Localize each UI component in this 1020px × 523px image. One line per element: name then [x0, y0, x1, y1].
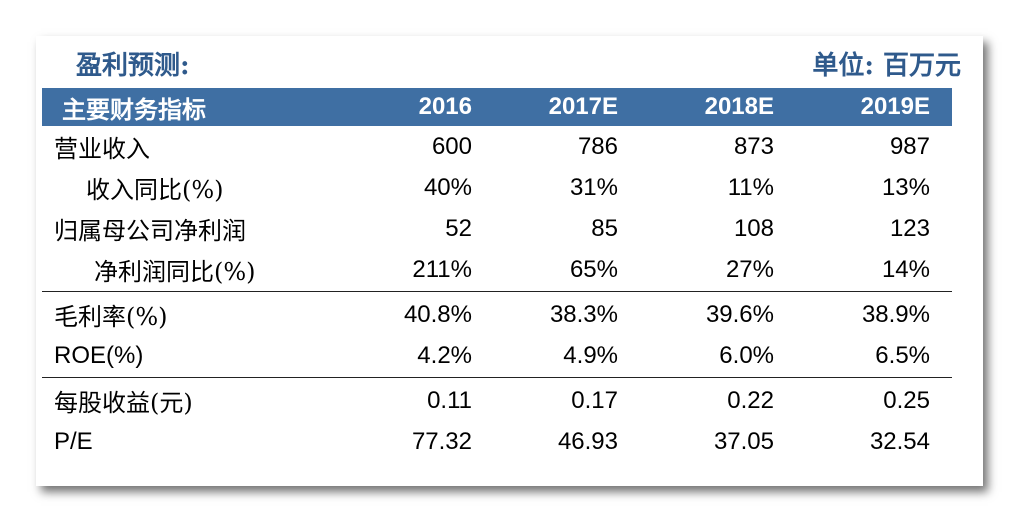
cell: 52	[445, 214, 472, 242]
cell: 13%	[881, 173, 930, 201]
cell: 786	[577, 132, 618, 160]
header-col-2017e: 2017E	[548, 93, 618, 120]
row-label: 净利润同比(%)	[94, 258, 256, 286]
cell: 987	[889, 132, 930, 160]
cell: 40%	[423, 173, 472, 201]
row-label: 毛利率(%)	[54, 303, 168, 331]
unit-label: 单位: 百万元	[812, 51, 961, 81]
cell: 27%	[725, 255, 774, 283]
cell: 0.17	[571, 386, 618, 414]
header-label: 主要财务指标	[62, 94, 206, 124]
header-col-2019e: 2019E	[860, 93, 930, 120]
table-row: 营业收入 600 786 873 987	[42, 126, 952, 167]
cell: 873	[733, 132, 774, 160]
cell: 123	[889, 214, 930, 242]
cell: 85	[591, 214, 618, 242]
cell: 4.2%	[417, 341, 472, 369]
cell: 211%	[412, 255, 472, 283]
row-label: 收入同比(%)	[86, 176, 224, 204]
cell: 38.9%	[861, 300, 930, 328]
table-header: 主要财务指标 2016 2017E 2018E 2019E	[42, 88, 952, 126]
table-row: ROE(%) 4.2% 4.9% 6.0% 6.5%	[42, 335, 952, 376]
table-row: 归属母公司净利润 52 85 108 123	[42, 208, 952, 249]
group-divider	[42, 377, 952, 378]
cell: 11%	[727, 173, 774, 201]
table-row: 净利润同比(%) 211% 65% 27% 14%	[42, 249, 952, 290]
cell: 14%	[881, 255, 930, 283]
cell: 0.11	[427, 386, 472, 414]
table-row: 毛利率(%) 40.8% 38.3% 39.6% 38.9%	[42, 294, 952, 335]
cell: 4.9%	[563, 341, 618, 369]
cell: 38.3%	[549, 300, 618, 328]
cell: 108	[733, 214, 774, 242]
table-title: 盈利预测:	[76, 51, 190, 81]
cell: 46.93	[557, 427, 618, 455]
row-label: ROE(%)	[54, 341, 144, 369]
header-col-2016: 2016	[418, 93, 472, 120]
forecast-card: 盈利预测: 单位: 百万元 主要财务指标 2016 2017E 2018E 20…	[36, 36, 983, 486]
cell: 37.05	[713, 427, 774, 455]
row-label: 每股收益(元)	[54, 389, 193, 417]
cell: 39.6%	[705, 300, 774, 328]
cell: 0.22	[727, 386, 774, 414]
cell: 31%	[569, 173, 618, 201]
cell: 6.5%	[875, 341, 930, 369]
cell: 6.0%	[719, 341, 774, 369]
row-label: 营业收入	[54, 135, 150, 163]
cell: 0.25	[883, 386, 930, 414]
table-row: 每股收益(元) 0.11 0.17 0.22 0.25	[42, 380, 952, 421]
table-row: P/E 77.32 46.93 37.05 32.54	[42, 421, 952, 462]
cell: 32.54	[869, 427, 930, 455]
header-col-2018e: 2018E	[704, 93, 774, 120]
cell: 600	[431, 132, 472, 160]
cell: 77.32	[411, 427, 472, 455]
table-body: 营业收入 600 786 873 987 收入同比(%) 40% 31% 11%…	[42, 126, 952, 462]
table-row: 收入同比(%) 40% 31% 11% 13%	[42, 167, 952, 208]
cell: 65%	[569, 255, 618, 283]
row-label: P/E	[54, 427, 93, 455]
cell: 40.8%	[403, 300, 472, 328]
group-divider	[42, 291, 952, 292]
row-label: 归属母公司净利润	[54, 217, 246, 245]
